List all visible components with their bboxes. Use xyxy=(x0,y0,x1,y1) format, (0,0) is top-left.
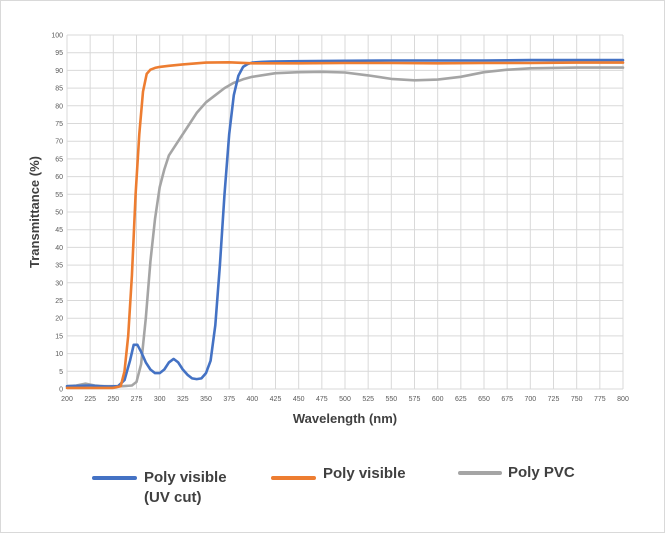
y-tick-label: 20 xyxy=(55,316,63,323)
x-tick-label: 375 xyxy=(223,396,235,403)
y-tick-label: 0 xyxy=(59,387,63,394)
legend-item-poly-pvc: Poly PVC xyxy=(458,464,575,481)
y-tick-label: 85 xyxy=(55,86,63,93)
y-tick-label: 50 xyxy=(55,210,63,217)
y-tick-label: 35 xyxy=(55,263,63,270)
x-tick-label: 600 xyxy=(432,396,444,403)
y-axis-title: Transmittance (%) xyxy=(27,156,42,268)
legend-label: Poly visible (UV cut) xyxy=(144,469,227,506)
y-tick-label: 65 xyxy=(55,156,63,163)
legend-item-poly-visible: Poly visible xyxy=(271,465,406,482)
y-tick-label: 45 xyxy=(55,227,63,234)
y-tick-label: 15 xyxy=(55,333,63,340)
x-tick-label: 300 xyxy=(154,396,166,403)
x-tick-label: 225 xyxy=(84,396,96,403)
series-line-poly-visible xyxy=(65,61,625,390)
y-tick-labels: 0 5 10 15 20 25 30 35 40 45 50 55 60 65 70 75 80 85 90 95 10… xyxy=(51,33,63,394)
x-tick-label: 525 xyxy=(362,396,374,403)
y-tick-label: 25 xyxy=(55,298,63,305)
series-layer xyxy=(65,58,625,390)
grid-lines xyxy=(66,34,624,390)
y-tick-label: 5 xyxy=(59,369,63,376)
x-tick-label: 775 xyxy=(594,396,606,403)
x-tick-label: 425 xyxy=(270,396,282,403)
legend-item-poly-visible-uv-cut: Poly visible (UV cut) xyxy=(92,469,227,506)
x-tick-label: 350 xyxy=(200,396,212,403)
x-tick-label: 325 xyxy=(177,396,189,403)
y-tick-label: 55 xyxy=(55,192,63,199)
y-tick-label: 40 xyxy=(55,245,63,252)
x-tick-label: 550 xyxy=(385,396,397,403)
x-tick-label: 450 xyxy=(293,396,305,403)
y-tick-label: 100 xyxy=(51,33,63,40)
y-tick-label: 10 xyxy=(55,351,63,358)
x-tick-label: 650 xyxy=(478,396,490,403)
x-tick-label: 200 xyxy=(61,396,73,403)
x-tick-label: 625 xyxy=(455,396,467,403)
x-tick-label: 800 xyxy=(617,396,629,403)
y-tick-label: 30 xyxy=(55,280,63,287)
x-tick-label: 250 xyxy=(107,396,119,403)
y-tick-label: 75 xyxy=(55,121,63,128)
series-line-poly-pvc xyxy=(65,66,625,388)
y-tick-label: 95 xyxy=(55,50,63,57)
x-tick-label: 700 xyxy=(524,396,536,403)
y-tick-label: 90 xyxy=(55,68,63,75)
x-tick-label: 675 xyxy=(501,396,513,403)
y-tick-label: 60 xyxy=(55,174,63,181)
y-tick-label: 80 xyxy=(55,103,63,110)
legend-label: Poly PVC xyxy=(508,464,575,481)
legend-label: Poly visible xyxy=(323,465,406,482)
x-tick-labels: 200 225 250 275 300 325 350 375 400 425 450 475 500 5… xyxy=(61,396,629,403)
y-tick-label: 70 xyxy=(55,139,63,146)
x-tick-label: 575 xyxy=(409,396,421,403)
x-tick-label: 500 xyxy=(339,396,351,403)
x-tick-label: 400 xyxy=(246,396,258,403)
x-tick-label: 275 xyxy=(131,396,143,403)
x-axis-title: Wavelength (nm) xyxy=(293,411,397,426)
x-tick-label: 725 xyxy=(548,396,560,403)
x-tick-label: 475 xyxy=(316,396,328,403)
x-tick-label: 750 xyxy=(571,396,583,403)
legend: Poly visible (UV cut) Poly visible Poly PVC xyxy=(92,464,575,506)
series-line-poly-visible-uv-cut xyxy=(65,58,625,388)
